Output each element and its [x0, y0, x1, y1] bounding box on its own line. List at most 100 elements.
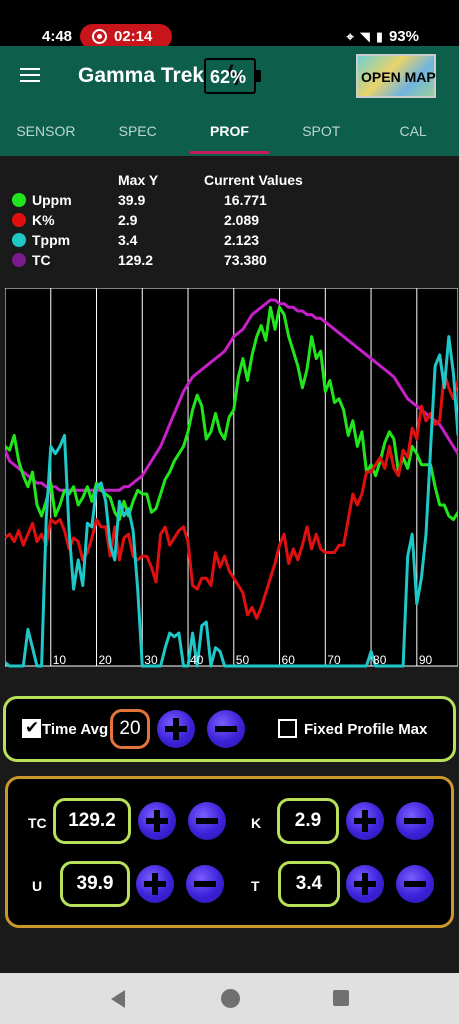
open-map-label: OPEN MAP	[361, 69, 436, 85]
k-max-input[interactable]: 2.9	[277, 798, 339, 844]
legend-name: Tppm	[32, 232, 71, 248]
back-icon[interactable]	[111, 990, 125, 1008]
tab-spot[interactable]: SPOT	[302, 123, 341, 139]
menu-icon[interactable]	[20, 68, 40, 82]
legend-row-tppm: Tppm 3.4 2.123	[10, 230, 410, 250]
legend-max: 3.4	[118, 232, 138, 248]
record-icon	[92, 29, 107, 44]
legend-max: 2.9	[118, 212, 138, 228]
tc-label: TC	[28, 815, 47, 831]
legend-max: 39.9	[118, 192, 146, 208]
t-label: T	[251, 878, 260, 894]
legend-row-tc: TC 129.2 73.380	[10, 250, 410, 270]
x-tick-label: 40	[190, 653, 204, 667]
tc-plus-button[interactable]	[138, 802, 176, 840]
tab-prof[interactable]: PROF	[184, 112, 276, 156]
profile-chart[interactable]: 10 20 30 40 50 60 70 80 90	[5, 288, 458, 668]
t-plus-button[interactable]	[346, 865, 384, 903]
time-avg-checkbox[interactable]	[22, 718, 41, 738]
fixed-profile-max-checkbox[interactable]	[278, 719, 297, 738]
k-minus-button[interactable]	[396, 802, 434, 840]
tppm-color-dot	[12, 233, 26, 247]
open-map-button[interactable]: OPEN MAP	[356, 54, 436, 98]
uppm-color-dot	[12, 193, 26, 207]
u-minus-button[interactable]	[186, 865, 224, 903]
x-tick-label: 80	[373, 653, 387, 667]
legend-current: 2.123	[224, 232, 260, 248]
tab-bar: SENSOR SPEC PROF SPOT CAL	[0, 112, 459, 156]
time-avg-plus-button[interactable]	[157, 710, 195, 748]
minus-icon	[196, 818, 218, 824]
current-values-header: Current Values	[204, 172, 303, 188]
legend-max: 129.2	[118, 252, 154, 268]
plus-icon	[146, 810, 168, 832]
device-battery-indicator: ϟ 62%	[204, 58, 261, 94]
legend-current: 16.771	[224, 192, 267, 208]
status-icons: ⌖ ◥ ▮ 93%	[346, 28, 419, 45]
time-avg-label: Time Avg	[42, 721, 109, 738]
tab-cal[interactable]: CAL	[399, 123, 427, 139]
minus-icon	[194, 881, 216, 887]
t-max-input[interactable]: 3.4	[278, 861, 340, 907]
battery-icon: ▮	[375, 28, 383, 44]
profile-panel: Max Y Current Values Uppm 39.9 16.771 K%…	[0, 156, 459, 973]
u-max-input[interactable]: 39.9	[60, 861, 130, 907]
battery-percent: 93%	[388, 28, 419, 45]
battery-level: 62%	[210, 67, 247, 87]
location-icon: ⌖	[346, 28, 354, 44]
minus-icon	[404, 881, 426, 887]
u-label: U	[32, 878, 43, 894]
x-tick-label: 60	[282, 653, 296, 667]
minus-icon	[404, 818, 426, 824]
k-label: K	[251, 815, 262, 831]
x-tick-label: 30	[144, 653, 158, 667]
x-tick-label: 90	[419, 653, 433, 667]
tc-max-input[interactable]: 129.2	[53, 798, 131, 844]
plus-icon	[354, 873, 376, 895]
x-tick-label: 70	[327, 653, 341, 667]
app-bar: Gamma Trek ϟ 62% OPEN MAP SENSOR SPEC PR…	[0, 46, 459, 156]
status-bar: 4:48 02:14 ⌖ ◥ ▮ 93%	[0, 0, 459, 49]
plus-icon	[165, 718, 187, 740]
recents-icon[interactable]	[333, 990, 349, 1006]
plus-icon	[144, 873, 166, 895]
legend-row-uppm: Uppm 39.9 16.771	[10, 190, 410, 210]
tc-minus-button[interactable]	[188, 802, 226, 840]
clock: 4:48	[42, 28, 73, 45]
k-color-dot	[12, 213, 26, 227]
tab-spec[interactable]: SPEC	[118, 123, 157, 139]
minus-icon	[215, 726, 237, 732]
legend-name: TC	[32, 252, 51, 268]
legend-row-k: K% 2.9 2.089	[10, 210, 410, 230]
series-line-k	[5, 371, 458, 620]
x-tick-label: 20	[99, 653, 113, 667]
tc-color-dot	[12, 253, 26, 267]
u-plus-button[interactable]	[136, 865, 174, 903]
time-avg-minus-button[interactable]	[207, 710, 245, 748]
plus-icon	[354, 810, 376, 832]
t-minus-button[interactable]	[396, 865, 434, 903]
max-y-controls: TC 129.2 K 2.9 U 39.9 T 3.4	[5, 776, 454, 928]
series-line-uppm	[5, 305, 458, 522]
legend-name: Uppm	[32, 192, 72, 208]
recording-time: 02:14	[114, 28, 153, 45]
tab-sensor[interactable]: SENSOR	[16, 123, 76, 139]
app-title: Gamma Trek	[78, 64, 205, 87]
time-average-controls: Time Avg 20 Fixed Profile Max	[3, 696, 456, 762]
series-line-tc	[5, 298, 458, 492]
x-tick-label: 50	[236, 653, 250, 667]
legend-name: K%	[32, 212, 55, 228]
time-avg-input[interactable]: 20	[110, 709, 150, 749]
home-icon[interactable]	[221, 989, 240, 1008]
bolt-icon: ϟ	[226, 59, 242, 92]
legend-current: 73.380	[224, 252, 267, 268]
legend-table: Max Y Current Values Uppm 39.9 16.771 K%…	[0, 166, 459, 276]
k-plus-button[interactable]	[346, 802, 384, 840]
system-nav-bar	[0, 973, 459, 1024]
fixed-profile-max-label: Fixed Profile Max	[304, 721, 428, 738]
max-y-header: Max Y	[118, 172, 159, 188]
x-tick-label: 10	[53, 653, 67, 667]
series-line-tppm	[5, 335, 458, 668]
wifi-icon: ◥	[359, 28, 370, 44]
screen-recording-chip[interactable]: 02:14	[80, 24, 172, 49]
